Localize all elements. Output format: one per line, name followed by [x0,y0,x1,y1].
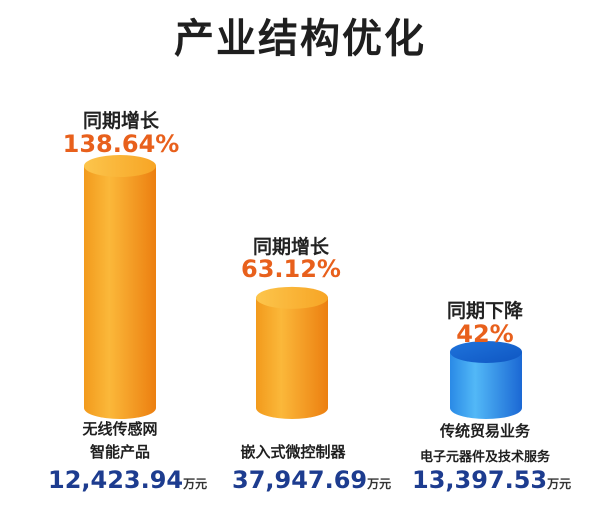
change-value-2: 63.12% [241,255,341,283]
cylinder-bar-1 [84,155,156,419]
amount-3-unit: 万元 [547,477,572,491]
change-label-3: 同期下降 [446,300,523,322]
cylinder-top-2 [256,286,328,309]
cylinder-top-3 [450,341,522,363]
amount-3-value: 13,397.53 [412,466,548,494]
cylinder-bar-2 [256,286,328,419]
cylinder-body-1 [84,166,156,419]
amount-2: 37,947.69万元 [232,466,391,494]
cylinder-body-3 [450,352,522,419]
change-label-2: 同期增长 [252,236,329,258]
amount-2-unit: 万元 [367,477,392,491]
cylinder-bar-3 [450,341,522,419]
amount-1-unit: 万元 [183,477,208,491]
amount-1: 12,423.94万元 [48,466,207,494]
amount-3: 13,397.53万元 [412,466,571,494]
chart-title: 产业结构优化 [174,16,426,62]
cylinder-body-2 [256,297,328,419]
category-label-1-line2: 智能产品 [89,443,150,461]
category-label-3-line2: 电子元器件及技术服务 [419,450,550,465]
category-label-1-line1: 无线传感网 [82,420,158,438]
category-label-2: 嵌入式微控制器 [240,443,346,461]
amount-1-value: 12,423.94 [48,466,184,494]
change-value-3: 42% [456,320,514,348]
change-label-1: 同期增长 [82,110,159,132]
cylinder-top-1 [84,155,156,177]
amount-2-value: 37,947.69 [232,466,368,494]
category-label-3-line1: 传统贸易业务 [439,422,530,440]
change-value-1: 138.64% [62,130,180,158]
